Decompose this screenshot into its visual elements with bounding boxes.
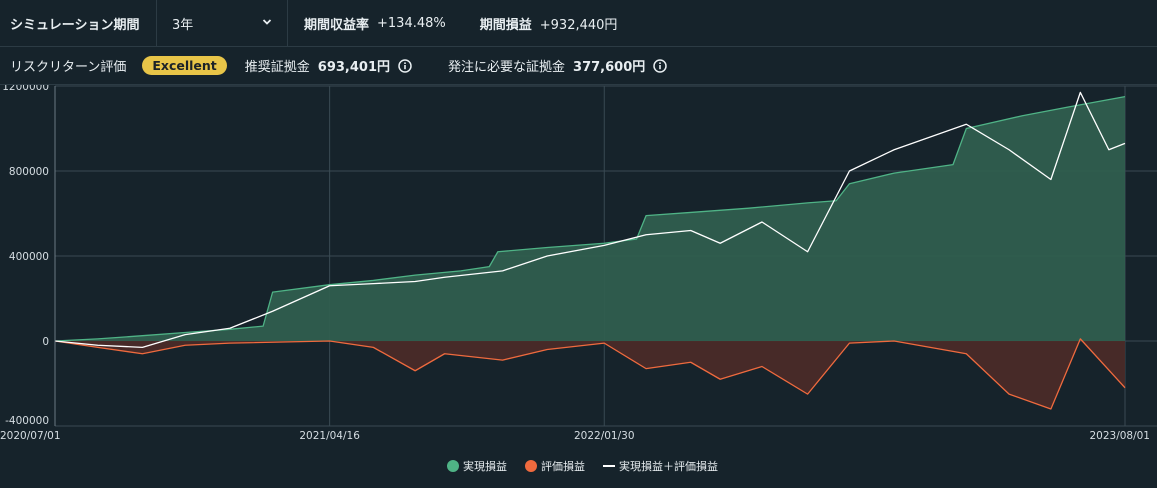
period-pnl-value: +932,440円 [539,17,618,33]
y-tick-label: 1200000 [2,85,49,93]
y-tick-label: 800000 [9,166,49,178]
x-tick-label: 2020/07/01 [0,430,61,442]
chart-axes: 1200000 800000 400000 0 -400000 2020/07/01 202… [0,85,1150,442]
header-bar: シミュレーション期間 3年 期間収益率 +134.48% 期間損益 +932,4… [0,0,1157,47]
required-margin-value: 377,600円 [573,60,646,75]
return-rate-value: +134.48% [377,15,446,31]
pnl-chart: 1200000 800000 400000 0 -400000 2020/07/01 202… [0,85,1157,473]
total-pnl-legend-label: 実現損益＋評価損益 [619,459,718,473]
x-tick-label: 2021/04/16 [299,430,360,442]
risk-rating-badge: Excellent [142,56,227,75]
x-tick-label: 2022/01/30 [574,430,635,442]
realized-pnl-legend-label: 実現損益 [463,459,507,473]
realized-pnl-line [54,95,1126,342]
y-tick-label: 0 [42,336,49,348]
realized-pnl-legend-marker [447,460,459,472]
required-margin-label: 発注に必要な証拠金 [448,60,566,75]
valuation-pnl-line [54,338,1126,410]
simulation-period-label: シミュレーション期間 [0,0,157,46]
x-tick-label: 2023/08/01 [1089,430,1150,442]
chart-lines [54,91,1126,410]
y-tick-label: -400000 [5,415,49,427]
y-tick-label: 400000 [9,251,49,263]
valuation-pnl-legend-marker [525,460,537,472]
recommended-margin-label: 推奨証拠金 [244,60,310,75]
risk-return-label: リスクリターン評価 [10,60,127,75]
valuation-pnl-area [55,338,1125,409]
chart-legend: 実現損益 評価損益 実現損益＋評価損益 [447,459,718,473]
period-pnl-label: 期間損益 [479,17,532,33]
period-select-value: 3年 [172,17,194,33]
chart-areas [55,96,1125,409]
period-select[interactable]: 3年 [157,0,288,46]
info-icon[interactable] [653,58,667,73]
realized-pnl-area [55,96,1125,341]
chevron-down-icon [262,19,272,25]
info-icon[interactable] [398,58,412,73]
recommended-margin-value: 693,401円 [317,60,391,75]
valuation-pnl-legend-label: 評価損益 [541,459,585,473]
period-stats: 期間収益率 +134.48% 期間損益 +932,440円 [288,0,1157,46]
total-pnl-line [54,91,1126,349]
return-rate-label: 期間収益率 [304,17,370,33]
risk-bar: リスクリターン評価 Excellent 推奨証拠金 693,401円 発注に必要… [0,47,1157,85]
